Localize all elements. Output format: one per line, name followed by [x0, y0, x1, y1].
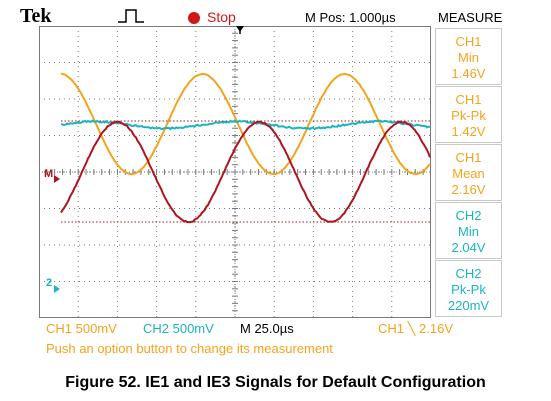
- measurement-slot-1[interactable]: CH1 Min 1.46V: [435, 28, 502, 85]
- ch2-level-marker: 2: [46, 277, 52, 289]
- timebase-readout: M 25.0µs: [240, 321, 294, 336]
- measurement-value: 1.46V: [436, 66, 501, 82]
- oscilloscope-screen: Tek Stop M Pos: 1.000µs MEASURE M 2 CH1 …: [0, 0, 520, 362]
- measurement-type: Pk-Pk: [436, 282, 501, 298]
- trigger-readout: CH1 ╲ 2.16V: [378, 321, 453, 337]
- measurement-channel: CH1: [436, 150, 501, 166]
- brand-logo: Tek: [20, 5, 52, 28]
- help-message: Push an option button to change its meas…: [46, 341, 333, 356]
- stop-indicator-icon: [188, 12, 200, 24]
- measurement-value: 2.04V: [436, 240, 501, 256]
- measurement-slot-3[interactable]: CH1 Mean 2.16V: [435, 144, 502, 201]
- measurement-type: Mean: [436, 166, 501, 182]
- measure-menu-title: MEASURE: [438, 10, 502, 25]
- measurement-slot-4[interactable]: CH2 Min 2.04V: [435, 202, 502, 259]
- measurement-value: 220mV: [436, 298, 501, 314]
- horizontal-position: M Pos: 1.000µs: [305, 10, 396, 25]
- figure-caption: Figure 52. IE1 and IE3 Signals for Defau…: [0, 374, 551, 392]
- graticule-grid: [39, 26, 431, 318]
- measurement-channel: CH1: [436, 92, 501, 108]
- measurement-channel: CH1: [436, 34, 501, 50]
- math-level-marker: M: [44, 168, 53, 180]
- measurement-value: 2.16V: [436, 182, 501, 198]
- waveform-graticule: [39, 26, 431, 318]
- ch2-scale-readout: CH2 500mV: [143, 321, 214, 336]
- measurement-type: Min: [436, 50, 501, 66]
- measurement-slot-5[interactable]: CH2 Pk-Pk 220mV: [435, 260, 502, 317]
- settings-bar: CH1 500mV CH2 500mV M 25.0µs CH1 ╲ 2.16V…: [0, 320, 520, 362]
- acquisition-status: Stop: [207, 9, 236, 25]
- ch2-level-arrow-icon: [54, 280, 60, 298]
- measurement-type: Min: [436, 224, 501, 240]
- measurement-type: Pk-Pk: [436, 108, 501, 124]
- ch1-scale-readout: CH1 500mV: [46, 321, 117, 336]
- measurement-value: 1.42V: [436, 124, 501, 140]
- math-level-arrow-icon: [54, 170, 60, 188]
- measurement-slot-2[interactable]: CH1 Pk-Pk 1.42V: [435, 86, 502, 143]
- measurement-channel: CH2: [436, 208, 501, 224]
- measurement-channel: CH2: [436, 266, 501, 282]
